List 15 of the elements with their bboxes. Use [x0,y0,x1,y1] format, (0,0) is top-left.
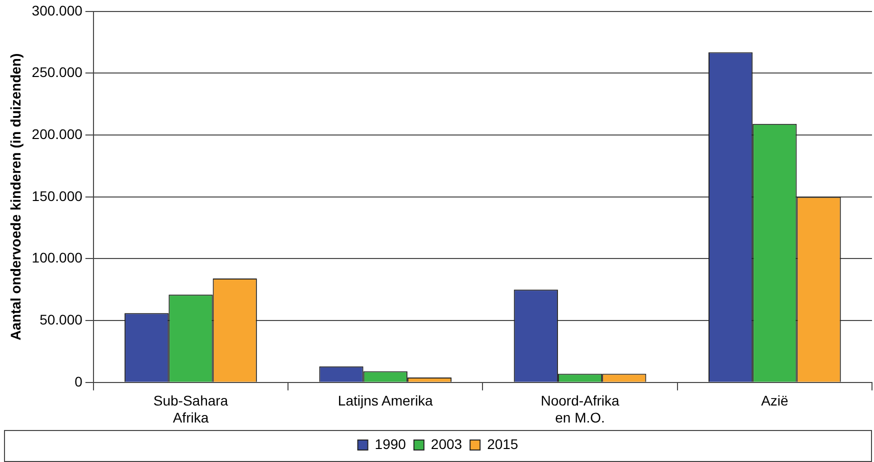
y-tick-label: 250.000 [32,64,83,80]
x-tick-label: Azië [761,392,789,409]
y-axis-title: Aantal ondervoede kinderen (in duizenden) [7,53,24,340]
x-tick-label: Latijns Amerika [338,392,434,409]
legend-label: 2003 [430,436,462,452]
y-tick-label: 300.000 [32,2,83,18]
legend-label: 1990 [374,436,406,452]
x-tick-label: Sub-Sahara Afrika [153,392,228,426]
y-tick-label: 0 [74,373,83,390]
x-tick-label: Noord-Afrika en M.O. [540,392,620,426]
y-tick-label: 200.000 [32,126,83,142]
y-tick-label: 100.000 [32,250,83,266]
y-tick-label: 150.000 [32,188,83,204]
legend-label: 2015 [487,436,518,452]
y-tick-label: 50.000 [40,311,83,328]
